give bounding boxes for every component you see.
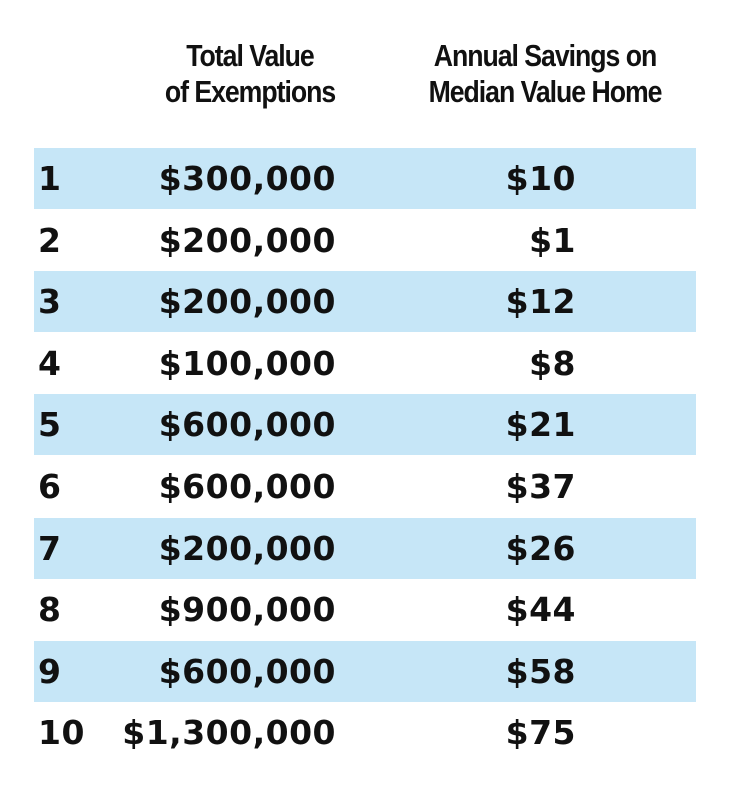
total-value-cell: $300,000 <box>158 159 336 198</box>
rank-cell: 4 <box>38 343 62 383</box>
total-value-cell: $200,000 <box>158 282 336 322</box>
rank-cell: 9 <box>38 651 62 691</box>
annual-savings-header-line1: Annual Savings on <box>433 38 657 73</box>
annual-savings-cell: $75 <box>505 713 576 753</box>
annual-savings-cell: $10 <box>505 159 576 198</box>
rank-cell: 2 <box>38 220 62 260</box>
annual-savings-header-line2: Median Value Home <box>428 74 663 109</box>
table-row: 8 $900,000 $44 <box>34 579 696 640</box>
total-value-cell: $600,000 <box>158 467 336 506</box>
total-value-cell: $1,300,000 <box>122 713 336 753</box>
annual-savings-cell: $8 <box>529 343 576 383</box>
total-value-header-line1: Total Value <box>186 38 314 73</box>
rank-cell: 10 <box>38 713 85 753</box>
total-value-cell: $100,000 <box>158 343 336 383</box>
rank-cell: 5 <box>38 405 62 445</box>
table-row: 2 $200,000 $1 <box>34 210 696 271</box>
table-row: 6 $600,000 $37 <box>34 456 696 517</box>
table-row: 9 $600,000 $58 <box>34 640 696 702</box>
rank-cell: 6 <box>38 467 62 506</box>
rank-cell: 3 <box>38 282 62 322</box>
total-value-cell: $200,000 <box>158 528 336 568</box>
rank-cell: 1 <box>38 159 62 198</box>
table-row: 5 $600,000 $21 <box>34 394 696 456</box>
annual-savings-cell: $12 <box>505 282 576 322</box>
table-row: 3 $200,000 $12 <box>34 271 696 333</box>
total-value-header: Total Value of Exemptions <box>121 38 379 110</box>
total-value-cell: $600,000 <box>158 405 336 445</box>
table-row: 4 $100,000 $8 <box>34 333 696 394</box>
table-row: 1 $300,000 $10 <box>34 148 696 209</box>
total-value-cell: $600,000 <box>158 651 336 691</box>
annual-savings-cell: $44 <box>505 590 576 630</box>
total-value-cell: $200,000 <box>158 220 336 260</box>
rank-cell: 7 <box>38 528 62 568</box>
total-value-cell: $900,000 <box>158 590 336 630</box>
table-row: 7 $200,000 $26 <box>34 517 696 579</box>
table-row: 10 $1,300,000 $75 <box>34 702 696 763</box>
annual-savings-cell: $26 <box>505 528 576 568</box>
annual-savings-cell: $37 <box>505 467 576 506</box>
annual-savings-cell: $21 <box>505 405 576 445</box>
annual-savings-cell: $1 <box>529 220 576 260</box>
annual-savings-header: Annual Savings on Median Value Home <box>403 38 687 110</box>
total-value-header-line2: of Exemptions <box>164 74 336 109</box>
annual-savings-cell: $58 <box>505 651 576 691</box>
rank-cell: 8 <box>38 590 62 630</box>
